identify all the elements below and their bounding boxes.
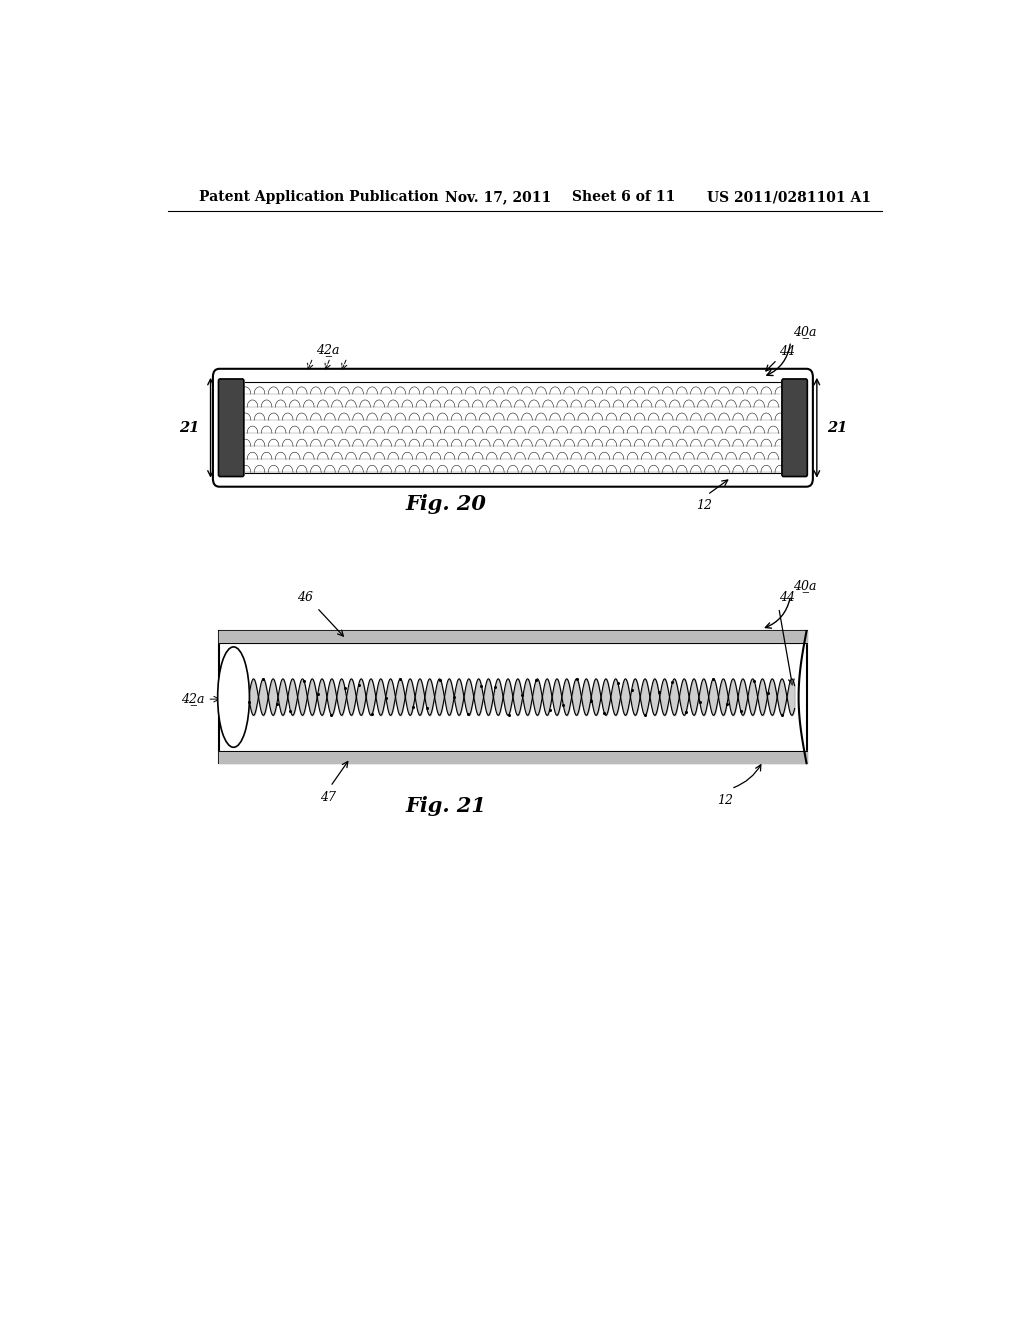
Bar xyxy=(219,631,807,763)
Text: 46: 46 xyxy=(297,590,313,603)
Text: 12: 12 xyxy=(696,499,712,512)
Text: US 2011/0281101 A1: US 2011/0281101 A1 xyxy=(708,190,871,205)
Text: 44: 44 xyxy=(778,345,795,358)
Text: Patent Application Publication: Patent Application Publication xyxy=(200,190,439,205)
Text: 12: 12 xyxy=(718,793,733,807)
Text: 47: 47 xyxy=(319,791,336,804)
Text: 40̲a: 40̲a xyxy=(793,325,816,338)
FancyBboxPatch shape xyxy=(782,379,807,477)
FancyBboxPatch shape xyxy=(218,379,244,477)
Text: 40̲a: 40̲a xyxy=(793,579,816,593)
Text: Fig. 20: Fig. 20 xyxy=(406,494,485,513)
Text: Sheet 6 of 11: Sheet 6 of 11 xyxy=(572,190,676,205)
Text: 42̲a: 42̲a xyxy=(316,343,340,356)
Text: Fig. 21: Fig. 21 xyxy=(406,796,485,816)
Text: Nov. 17, 2011: Nov. 17, 2011 xyxy=(445,190,552,205)
FancyBboxPatch shape xyxy=(213,368,813,487)
Text: 21: 21 xyxy=(179,421,200,434)
Text: 44: 44 xyxy=(778,590,795,603)
Text: 21: 21 xyxy=(827,421,848,434)
Ellipse shape xyxy=(218,647,250,747)
Text: 42̲a: 42̲a xyxy=(181,693,205,706)
